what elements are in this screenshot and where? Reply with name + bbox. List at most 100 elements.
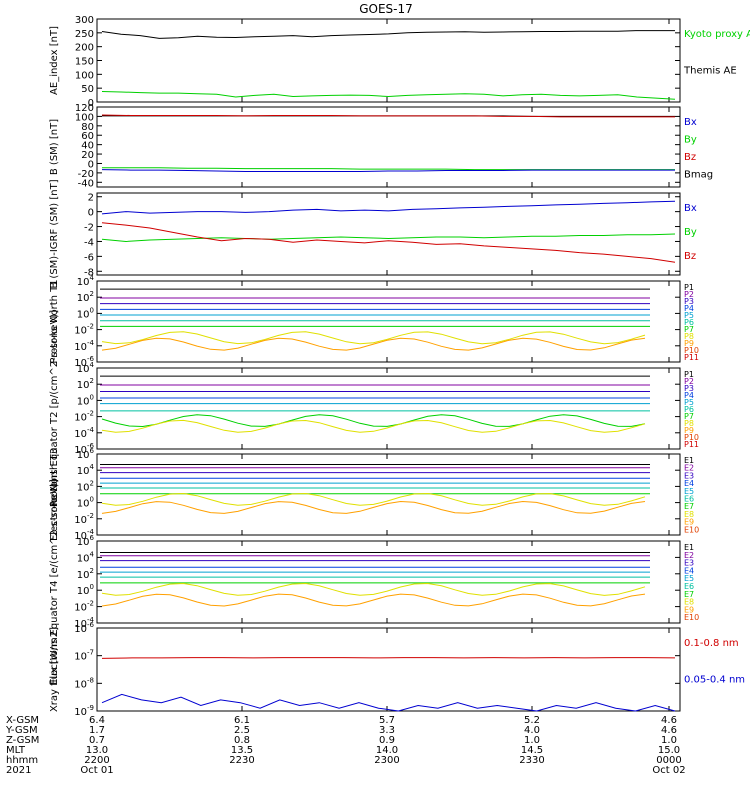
y-tick-label-3: 20 [81, 150, 94, 161]
y-axis-label: Protons North T1 [49, 279, 60, 363]
y-tick-label-7: 100 [75, 112, 94, 123]
panel-frame [96, 192, 681, 276]
y-tick-label-4: 10-2 [74, 512, 94, 526]
channel-line-9 [101, 500, 646, 514]
y-axis-label: Protons Equator T2 [p/(cm^2-s-sr-keV)] [49, 310, 60, 507]
y-tick-label-3: 150 [75, 57, 94, 68]
panel-frame [96, 627, 681, 712]
legend-entry: P11 [684, 353, 699, 362]
x-cell: 3.3 [379, 725, 395, 736]
channel-line-7 [101, 414, 646, 428]
y-tick-label-4: 10-4 [74, 426, 94, 440]
series-bx [101, 169, 675, 172]
x-cell: Oct 02 [652, 765, 685, 776]
channel-line-8 [101, 492, 646, 506]
legend-entry: Bz [684, 152, 696, 163]
legend-entry: E3 [684, 471, 694, 480]
x-axis-table: X-GSMY-GSMZ-GSMMLThhmm20216.41.70.713.02… [5, 715, 686, 776]
y-tick-label-3: 10-9 [74, 704, 94, 718]
y-tick-label-4: 10-4 [74, 339, 94, 353]
y-tick-label-2: 0 [88, 159, 94, 170]
legend-entry: E6 [684, 582, 694, 591]
x-row-label: Y-GSM [5, 725, 38, 736]
y-tick-label-5: 10-6 [74, 355, 94, 369]
y-tick-label-2: 10-8 [74, 676, 94, 690]
y-tick-label-0: -8 [84, 267, 94, 278]
x-cell: 6.4 [89, 715, 105, 726]
legend-entry: P2 [684, 290, 694, 299]
y-tick-label-5: 10-6 [74, 442, 94, 456]
legend-entry: P8 [684, 419, 694, 428]
x-cell: 1.7 [89, 725, 105, 736]
y-tick-label-1: -20 [78, 169, 94, 180]
legend-entry: E4 [684, 479, 694, 488]
legend-entry: By [684, 135, 697, 146]
legend-entry: Bx [684, 203, 697, 214]
legend-entry: E10 [684, 613, 699, 622]
y-tick-label-2: 100 [77, 306, 94, 320]
legend-entry: P6 [684, 405, 694, 414]
panel-frame [96, 367, 681, 450]
y-tick-label-2: 100 [75, 70, 94, 81]
legend-entry: E8 [684, 598, 694, 607]
y-tick-label-1: 10-7 [74, 649, 94, 663]
y-tick-label-0: 0 [88, 98, 94, 109]
x-cell: 2300 [374, 755, 399, 766]
channel-line-8 [101, 582, 646, 596]
y-tick-label-3: 100 [77, 496, 94, 510]
panel-frame [96, 453, 681, 536]
y-tick-label-6: 80 [81, 122, 94, 133]
x-cell: 14.0 [376, 745, 398, 756]
y-tick-label-1: 50 [81, 84, 94, 95]
channel-line-8 [101, 419, 646, 433]
y-axis-label: AE_index [nT] [49, 26, 60, 95]
y-tick-label-8: 120 [75, 103, 94, 114]
legend-entry: Bx [684, 117, 697, 128]
legend-entry: P8 [684, 332, 694, 341]
panel-8: 10-6 10-7 10-8 10-9 Xray flux [W/m2] 0.1-0.8 … [49, 621, 745, 718]
y-tick-label-3: 10-2 [74, 410, 94, 424]
y-tick-label-5: 250 [75, 29, 94, 40]
x-row-label: hhmm [6, 755, 38, 766]
y-tick-label-1: 104 [77, 463, 95, 477]
channel-line-8 [101, 331, 646, 345]
y-tick-label-5: 60 [81, 131, 94, 142]
y-tick-label-4: 200 [75, 43, 94, 54]
panel-1: 0 50 100 150 200 250 300 AE_index [nT] Kyoto pro… [49, 15, 750, 109]
series-themis-ae [101, 30, 675, 39]
legend-entry: P9 [684, 339, 694, 348]
y-tick-label-5: 10-4 [74, 616, 94, 630]
legend-entry: E1 [684, 456, 694, 465]
y-axis-label: Electrons Equator T4 [e/(cm^2-s-sr-keV)] [49, 479, 60, 685]
y-tick-label-1: 102 [77, 377, 94, 391]
x-cell: 5.2 [524, 715, 540, 726]
y-tick-label-2: 100 [77, 393, 94, 407]
series-0-05-0-4-nm [101, 693, 676, 712]
x-cell: 2330 [519, 755, 544, 766]
legend-entry: P7 [684, 412, 694, 421]
x-cell: 0.8 [234, 735, 250, 746]
legend-entry: E6 [684, 495, 694, 504]
x-cell: 4.6 [661, 725, 677, 736]
y-tick-label-5: 2 [88, 193, 94, 204]
y-tick-label-2: 102 [77, 567, 94, 581]
y-tick-label-2: -4 [84, 237, 94, 248]
x-cell: Oct 01 [80, 765, 113, 776]
panel-3: -8 -6 -4 -2 0 2 B (SM)-IGRF (SM) [nT] Bx By Bz [49, 179, 697, 288]
legend-entry: P10 [684, 433, 699, 442]
legend-entry: P1 [684, 283, 694, 292]
legend-entry: By [684, 227, 697, 238]
x-cell: 14.5 [521, 745, 543, 756]
y-tick-label-0: 10-6 [74, 621, 94, 635]
legend-entry: E7 [684, 590, 694, 599]
panel-5: 104 102 100 10-2 10-4 10-6 Protons Equator T2 … [49, 310, 699, 507]
legend-entry: E8 [684, 510, 694, 519]
legend-entry: P3 [684, 297, 694, 306]
y-axis-label: B (SM)-IGRF (SM) [nT] [49, 179, 60, 288]
y-tick-label-0: 104 [77, 361, 95, 375]
x-row-label: Z-GSM [6, 735, 39, 746]
legend-entry: E7 [684, 502, 694, 511]
